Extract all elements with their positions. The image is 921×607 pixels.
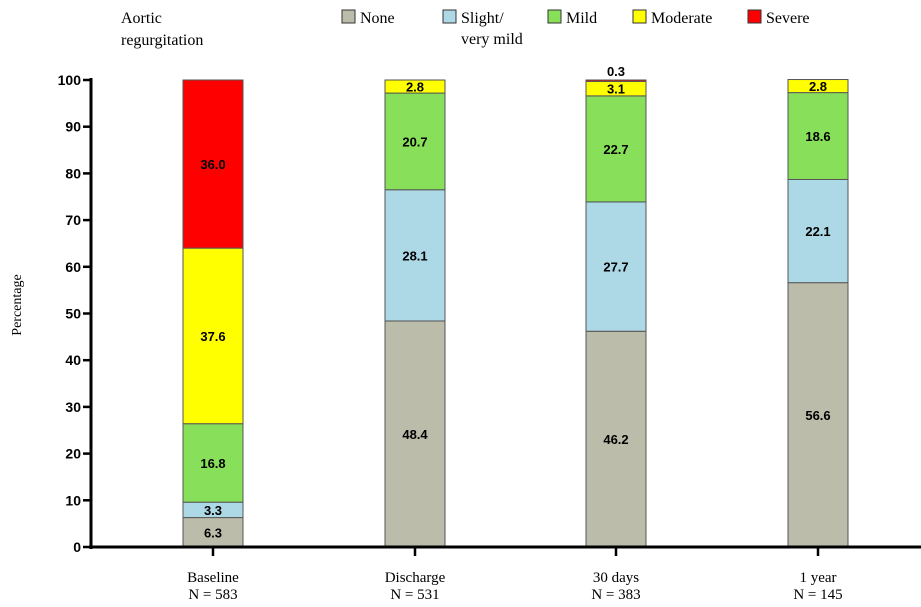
bar-segment xyxy=(585,330,647,548)
y-axis-label: Percentage xyxy=(10,274,25,335)
x-tick-sublabel: N = 531 xyxy=(390,587,439,603)
data-label: 16.8 xyxy=(200,456,225,471)
y-tick-label: 70 xyxy=(65,212,81,228)
bar-segment xyxy=(384,189,446,322)
data-label: 36.0 xyxy=(200,157,225,172)
bar-segment xyxy=(585,95,647,203)
legend-swatch-3 xyxy=(547,9,562,24)
data-label: 28.1 xyxy=(402,248,427,263)
y-tick-label: 80 xyxy=(65,165,81,181)
y-tick-label: 30 xyxy=(65,399,81,415)
legend-swatch-5 xyxy=(747,9,762,24)
data-label: 37.6 xyxy=(200,329,225,344)
data-label: 20.7 xyxy=(402,134,427,149)
legend-title-line1: Aortic xyxy=(121,10,162,27)
legend-swatch-1 xyxy=(341,9,356,24)
x-tick-sublabel: N = 145 xyxy=(793,587,842,603)
data-label: 3.1 xyxy=(607,82,625,97)
legend-label-5: Severe xyxy=(766,10,810,27)
y-tick-label: 40 xyxy=(65,352,81,368)
bar-segment xyxy=(182,247,244,425)
bar-segment xyxy=(787,92,849,180)
x-tick-label: 30 days xyxy=(593,570,639,586)
x-tick-sublabel: N = 583 xyxy=(188,587,237,603)
data-label: 27.7 xyxy=(603,260,628,275)
data-label: 2.8 xyxy=(406,80,424,95)
y-tick-label: 0 xyxy=(73,539,81,555)
data-label: 48.4 xyxy=(402,427,428,442)
y-tick-label: 10 xyxy=(65,492,81,508)
data-label: 56.6 xyxy=(805,408,830,423)
legend-swatch-2 xyxy=(442,9,457,24)
y-tick-label: 100 xyxy=(58,72,82,88)
bar-segment xyxy=(182,79,244,249)
data-label: 2.8 xyxy=(809,79,827,94)
y-tick-label: 20 xyxy=(65,446,81,462)
bar-segment xyxy=(585,79,647,82)
data-label: 3.3 xyxy=(204,503,222,518)
bar-segment xyxy=(182,517,244,548)
data-label: 6.3 xyxy=(204,525,222,540)
legend-label-2-line2: very mild xyxy=(461,31,523,48)
bars: 6.3 3.3 16.8 37.6 36.0 48.4 28.1 20.7 2.8 46.2 27.… xyxy=(182,64,849,548)
x-tick-label: Discharge xyxy=(385,570,446,586)
bar-segment xyxy=(787,79,849,94)
legend-label-4: Moderate xyxy=(651,10,712,27)
x-tick-label: Baseline xyxy=(187,570,239,586)
x-tick-label: 1 year xyxy=(799,570,836,586)
data-label: 22.7 xyxy=(603,142,628,157)
data-label: 18.6 xyxy=(805,129,830,144)
bar-segment xyxy=(787,178,849,284)
y-tick-label: 90 xyxy=(65,119,81,135)
legend-label-2-line1: Slight/ xyxy=(461,10,504,27)
y-axis: 0 10 20 30 40 50 60 70 80 90 100 Percentage xyxy=(10,72,93,555)
y-tick-label: 50 xyxy=(65,306,81,322)
legend-label-3: Mild xyxy=(566,10,597,27)
legend-title-line2: regurgitation xyxy=(121,32,203,49)
legend-swatch-4 xyxy=(632,9,647,24)
bar-segment xyxy=(384,79,446,94)
y-tick-label: 60 xyxy=(65,259,81,275)
data-label: 46.2 xyxy=(603,432,628,447)
bar-segment xyxy=(182,423,244,503)
x-tick-sublabel: N = 383 xyxy=(591,587,640,603)
legend-label-1: None xyxy=(360,10,395,27)
data-label: 0.3 xyxy=(607,64,625,79)
data-label: 22.1 xyxy=(805,224,830,239)
bar-segment xyxy=(585,201,647,332)
legend: Aortic regurgitation None Slight/very mild M… xyxy=(121,9,810,49)
